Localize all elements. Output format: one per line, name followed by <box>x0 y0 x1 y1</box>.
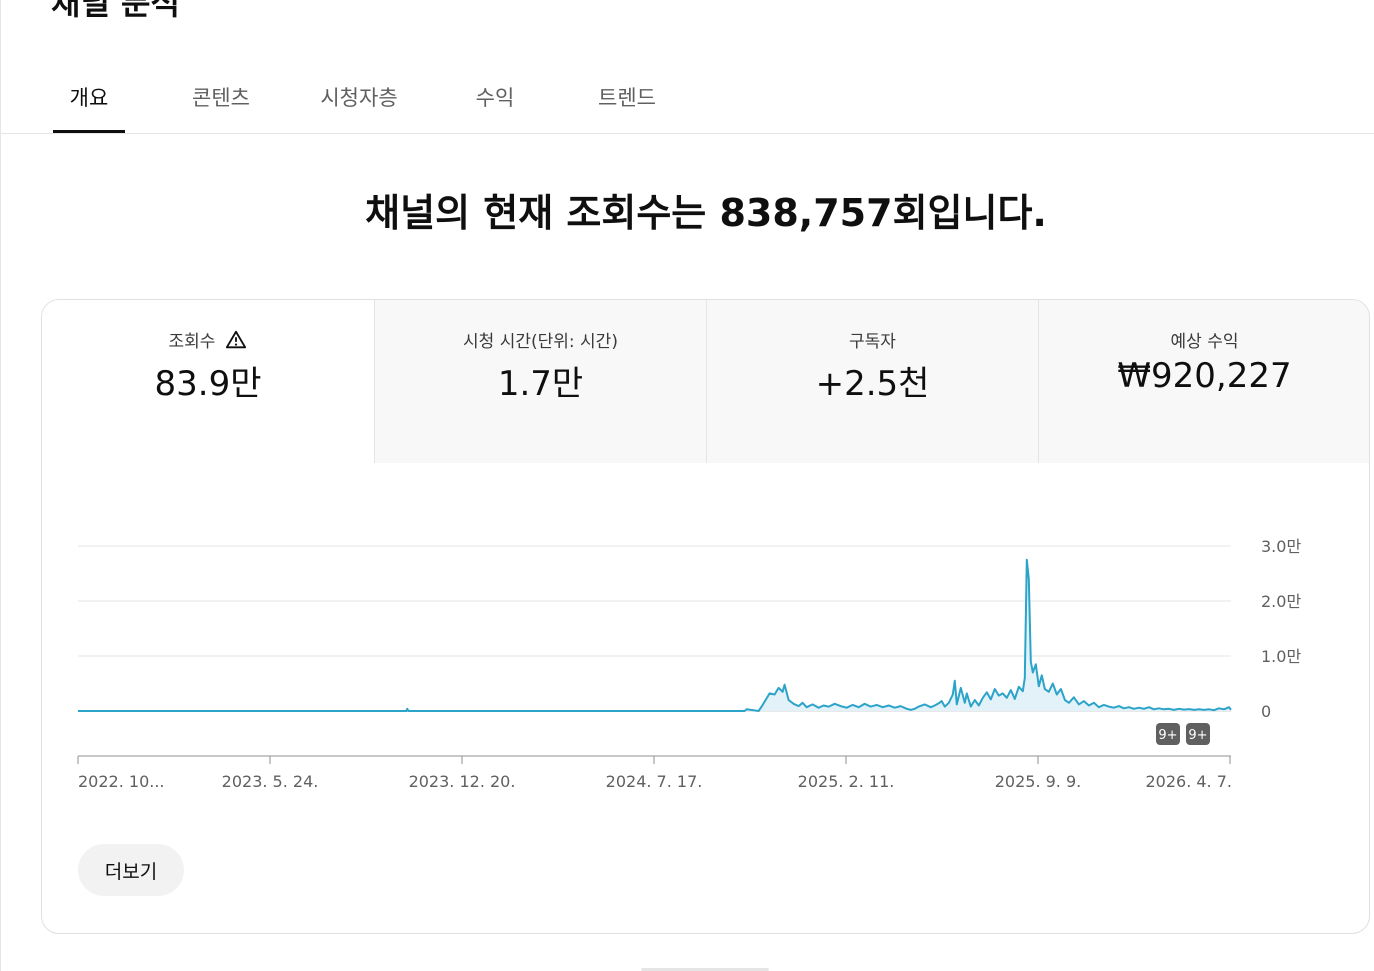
metric-watch-time[interactable]: 시청 시간(단위: 시간) 1.7만 <box>374 300 706 463</box>
tab-content[interactable]: 콘텐츠 <box>192 85 250 110</box>
see-more-button[interactable]: 더보기 <box>78 844 184 896</box>
metric-value: ₩920,227 <box>1117 356 1292 396</box>
metric-label: 조회수 <box>168 332 216 352</box>
x-tick-label: 2023. 12. 20. <box>409 772 516 791</box>
views-chart[interactable]: 3.0만 2.0만 1.0만 0 2022. 10... 2023. 5. 24. 2023… <box>42 463 1370 823</box>
metric-estimated-revenue[interactable]: 예상 수익 ₩920,227 <box>1038 300 1369 463</box>
tab-overview[interactable]: 개요 <box>53 60 125 133</box>
tab-trends[interactable]: 트렌드 <box>598 85 656 110</box>
x-tick-label: 2023. 5. 24. <box>222 772 319 791</box>
x-tick-label: 2022. 10... <box>78 772 165 791</box>
x-tick-label: 2026. 4. 7. <box>1145 772 1232 791</box>
metric-label: 시청 시간(단위: 시간) <box>463 332 618 352</box>
overview-card: 조회수 83.9만 시청 시간(단위: 시간) 1.7만 구독자 +2.5천 예 <box>41 299 1370 934</box>
metric-subscribers[interactable]: 구독자 +2.5천 <box>706 300 1038 463</box>
headline-views: 채널의 현재 조회수는 838,757회입니다. <box>365 191 1047 235</box>
series-area <box>78 559 1231 711</box>
warning-triangle-icon[interactable] <box>225 329 247 351</box>
metric-tabs: 조회수 83.9만 시청 시간(단위: 시간) 1.7만 구독자 +2.5천 예 <box>42 300 1369 463</box>
x-tick-label: 2024. 7. 17. <box>606 772 703 791</box>
video-count-badge[interactable] <box>1156 723 1180 745</box>
scroll-indicator <box>641 968 769 971</box>
x-tick-label: 2025. 2. 11. <box>798 772 895 791</box>
x-tick-label: 2025. 9. 9. <box>995 772 1082 791</box>
metric-label: 예상 수익 <box>1170 332 1239 352</box>
metric-value: +2.5천 <box>815 364 930 404</box>
y-tick-label: 1.0만 <box>1261 647 1301 666</box>
badge-label: 9+ <box>1188 728 1207 743</box>
y-tick-label: 2.0만 <box>1261 592 1301 611</box>
tab-audience[interactable]: 시청자층 <box>320 85 398 110</box>
tab-bar: 개요 콘텐츠 시청자층 수익 트렌드 <box>1 60 1374 134</box>
page-title: 채널 분석 <box>51 0 180 22</box>
tab-revenue[interactable]: 수익 <box>475 85 515 110</box>
metric-label: 구독자 <box>849 332 896 352</box>
views-line-chart[interactable]: 3.0만 2.0만 1.0만 0 2022. 10... 2023. 5. 24. 2023… <box>42 463 1370 823</box>
metric-value: 83.9만 <box>154 364 262 404</box>
video-count-badge[interactable] <box>1186 723 1210 745</box>
y-tick-label: 3.0만 <box>1261 537 1301 556</box>
metric-views[interactable]: 조회수 83.9만 <box>42 300 374 463</box>
y-tick-label: 0 <box>1261 702 1271 721</box>
badge-label: 9+ <box>1158 728 1177 743</box>
metric-value: 1.7만 <box>497 364 584 404</box>
series-line <box>78 558 1232 712</box>
